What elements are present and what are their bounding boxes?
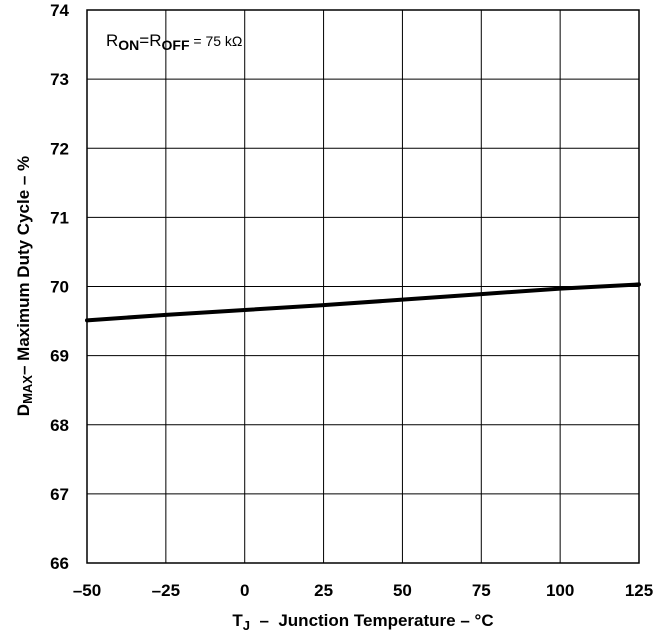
y-tick-label: 69 — [50, 347, 69, 366]
plot-frame — [86, 9, 640, 564]
y-tick-label: 66 — [50, 554, 69, 573]
x-tick-label: 50 — [393, 581, 412, 600]
x-tick-label: 100 — [546, 581, 574, 600]
y-tick-labels: 66 67 68 69 70 71 72 73 74 — [50, 1, 69, 573]
series-layer — [85, 282, 641, 323]
x-tick-label: –25 — [152, 581, 180, 600]
x-tick-labels: –50 –25 0 25 50 75 100 125 — [73, 581, 653, 600]
x-tick-label: –50 — [73, 581, 101, 600]
y-tick-label: 70 — [50, 278, 69, 297]
y-tick-label: 71 — [50, 208, 69, 227]
y-tick-label: 73 — [50, 70, 69, 89]
y-tick-label: 67 — [50, 485, 69, 504]
x-tick-label: 75 — [472, 581, 491, 600]
grid-lines — [86, 9, 640, 564]
x-tick-label: 125 — [625, 581, 653, 600]
y-tick-label: 72 — [50, 139, 69, 158]
duty-cycle-line — [85, 282, 641, 323]
annotation-text: RON=ROFF = 75 kΩ — [106, 31, 242, 53]
y-tick-label: 68 — [50, 416, 69, 435]
x-axis-label: TJ – Junction Temperature – °C — [232, 611, 493, 633]
x-tick-label: 0 — [240, 581, 249, 600]
y-tick-label: 74 — [50, 1, 69, 20]
x-tick-label: 25 — [314, 581, 333, 600]
y-axis-label: DMAX– Maximum Duty Cycle – % — [14, 156, 35, 416]
